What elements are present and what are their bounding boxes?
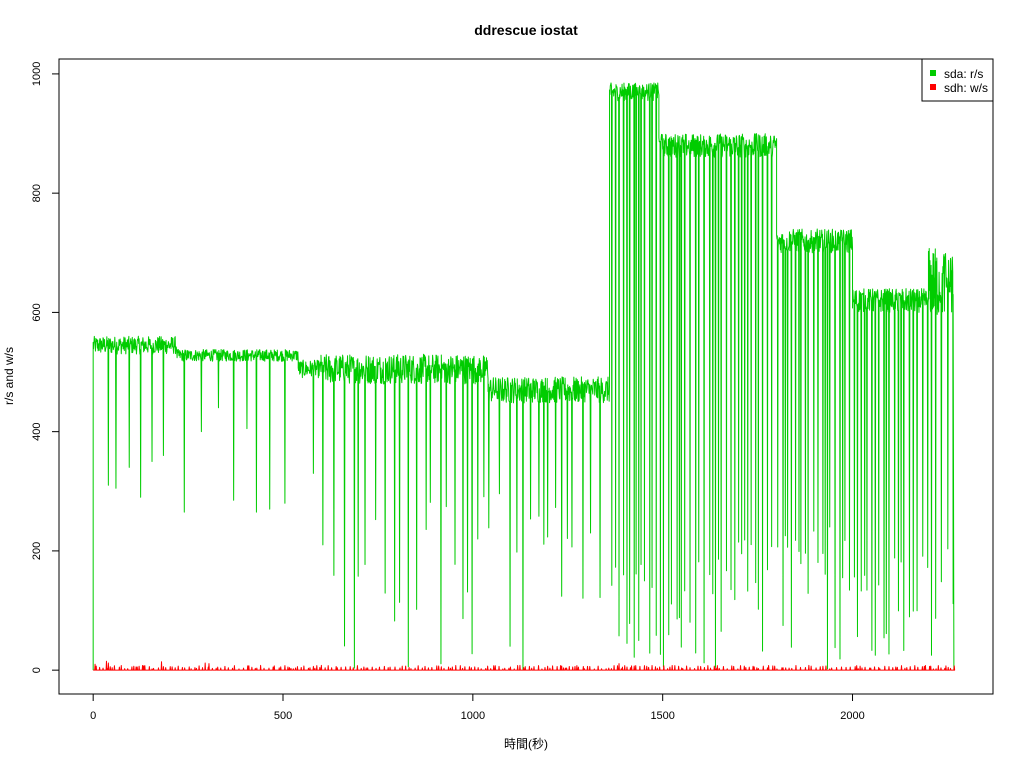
legend-swatch-sda: [930, 70, 936, 76]
legend-swatch-sdh: [930, 84, 936, 90]
plot-frame: [58, 58, 994, 695]
legend-label-sdh: sdh: w/s: [944, 81, 988, 95]
x-axis-label: 時間(秒): [504, 737, 548, 751]
y-axis: 0 200 400 600 800 1000: [31, 62, 60, 673]
y-tick-label-600: 600: [31, 303, 43, 321]
y-tick-label-0: 0: [31, 667, 43, 673]
chart-title: ddrescue iostat: [474, 22, 578, 38]
y-tick-label-800: 800: [31, 184, 43, 202]
series-line-1: [93, 660, 956, 671]
series-line-0: [92, 82, 955, 671]
x-tick-label-0: 0: [90, 710, 96, 722]
y-tick-label-400: 400: [31, 422, 43, 440]
x-tick-label-2000: 2000: [840, 710, 864, 722]
y-tick-label-1000: 1000: [31, 62, 43, 86]
x-axis: 0 500 1000 1500 2000: [90, 693, 865, 722]
x-tick-label-500: 500: [274, 710, 292, 722]
series-layer: [92, 82, 956, 671]
legend: sda: r/s sdh: w/s: [921, 58, 994, 102]
x-tick-label-1500: 1500: [650, 710, 674, 722]
x-tick-label-1000: 1000: [461, 710, 485, 722]
y-tick-label-200: 200: [31, 542, 43, 560]
y-axis-label: r/s and w/s: [2, 347, 16, 405]
legend-box: [921, 58, 994, 102]
legend-label-sda: sda: r/s: [944, 67, 983, 81]
